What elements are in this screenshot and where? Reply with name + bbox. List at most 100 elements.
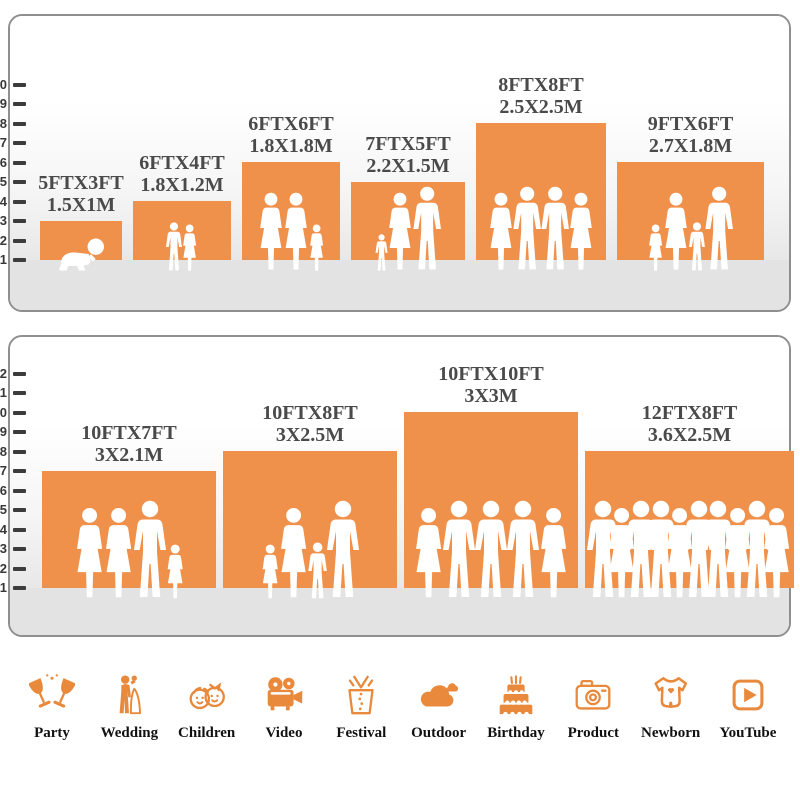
girl-silhouette [307,224,326,272]
axis-tick-mark [13,258,26,262]
axis-tick-label: 5 [0,174,7,189]
category-label: Product [567,725,619,741]
axis-tick-mark [13,430,26,434]
category-outdoor: Outdoor [401,672,477,742]
category-row: Party Wedding [0,672,800,742]
axis-tick-label: 3 [0,213,7,228]
axis-tick-label: 7 [0,463,7,478]
axis-tick-label: 12 [0,365,7,381]
category-birthday: Birthday [478,672,554,742]
product-icon [575,679,611,710]
category-label: Party [34,725,70,741]
category-party: Party [14,672,90,742]
category-label: Festival [336,725,387,741]
category-label: Video [265,725,303,741]
axis-tick-mark [13,371,26,376]
plot-area-small: 123456789105FTX3FT1.5X1M6FTX4FT1.8X1.2M6… [0,16,789,310]
size-meters-text: 3X2.5M [275,424,345,446]
size-meters-text: 3.6X2.5M [647,424,732,446]
size-feet-text: 10FTX7FT [81,422,177,444]
birthday-icon [499,675,533,717]
man-silhouette [702,186,736,272]
category-video: Video [246,672,322,742]
size-feet-text: 10FTX10FT [438,363,544,385]
backdrop-size-label: 10FTX8FT 3X2.5M [262,402,358,446]
axis-tick-label: 8 [0,115,7,131]
newborn-icon [654,676,687,708]
axis-tick-mark [13,199,26,204]
outdoor-icon [420,683,458,707]
backdrop-size-label: 9FTX6FT 2.7X1.8M [648,113,734,157]
size-chart-panel-small: 123456789105FTX3FT1.5X1M6FTX4FT1.8X1.2M6… [0,14,791,312]
category-youtube: YouTube [710,672,786,742]
backdrop-size-label: 8FTX8FT 2.5X2.5M [498,74,584,118]
axis-tick-label: 3 [0,541,7,556]
video-icon [267,677,303,711]
children-icon [189,682,225,710]
axis-tick-label: 1 [0,580,7,595]
category-label: YouTube [719,725,777,741]
backdrop-size-label: 6FTX4FT 1.8X1.2M [139,152,225,196]
axis-tick-label: 2 [0,232,7,248]
size-feet-text: 12FTX8FT [641,402,738,424]
size-meters-text: 3X2.1M [94,444,164,466]
category-product: Product [555,672,631,742]
girl-silhouette [180,224,199,272]
backdrop-size-label: 6FTX6FT 1.8X1.8M [248,113,334,157]
baby-silhouette [53,236,109,272]
category-children: Children [169,672,245,742]
category-newborn: Newborn [633,672,709,742]
size-meters-text: 1.5X1M [46,194,116,216]
axis-tick-label: 10 [0,76,7,92]
axis-tick-mark [13,141,26,145]
backdrop-size-label: 7FTX5FT 2.2X1.5M [365,133,451,177]
axis-tick-mark [13,102,26,106]
festival-icon [348,675,374,715]
category-label: Birthday [487,725,545,741]
size-feet-text: 8FTX8FT [498,74,584,96]
woman-silhouette [758,507,795,600]
axis-tick-mark [13,508,26,512]
size-meters-text: 2.2X1.5M [366,155,450,177]
axis-tick-mark [13,121,26,126]
axis-tick-mark [13,449,26,454]
axis-tick-label: 5 [0,502,7,517]
axis-tick-mark [13,488,26,493]
axis-tick-label: 6 [0,154,7,170]
wedding-icon [119,675,142,715]
axis-tick-mark [13,82,26,87]
size-meters-text: 2.5X2.5M [499,96,583,118]
woman-silhouette [565,192,597,272]
axis-tick-mark [13,238,26,243]
axis-tick-mark [13,566,26,571]
backdrop-size-label: 10FTX7FT 3X2.1M [81,422,177,466]
plot-area-large: 12345678910111210FTX7FT3X2.1M10FTX8FT3X2… [0,337,794,635]
man-silhouette [410,186,444,272]
axis-tick-label: 4 [0,193,7,209]
axis-tick-label: 8 [0,443,7,459]
axis-tick-label: 1 [0,252,7,267]
size-meters-text: 2.7X1.8M [648,135,733,157]
size-meters-text: 3X3M [464,385,518,407]
girl-silhouette [164,544,186,600]
axis-tick-mark [13,410,26,415]
axis-tick-label: 11 [0,385,7,400]
axis-tick-mark [13,547,26,551]
axis-tick-label: 10 [0,404,7,420]
woman-silhouette [535,507,572,600]
axis-tick-mark [13,219,26,223]
size-feet-text: 10FTX8FT [262,402,358,424]
size-meters-text: 1.8X1.8M [249,135,333,157]
category-label: Newborn [641,725,701,741]
backdrop-size-label: 12FTX8FT 3.6X2.5M [642,402,738,446]
size-chart-panel-large: 12345678910111210FTX7FT3X2.1M10FTX8FT3X2… [0,335,794,637]
backdrop-size-label: 5FTX3FT 1.5X1M [38,172,124,216]
size-feet-text: 6FTX4FT [139,152,225,174]
party-icon [29,674,75,708]
axis-tick-mark [13,160,26,165]
axis-tick-mark [13,469,26,473]
category-label: Outdoor [411,725,467,741]
axis-tick-label: 6 [0,482,7,498]
axis-tick-mark [13,180,26,184]
